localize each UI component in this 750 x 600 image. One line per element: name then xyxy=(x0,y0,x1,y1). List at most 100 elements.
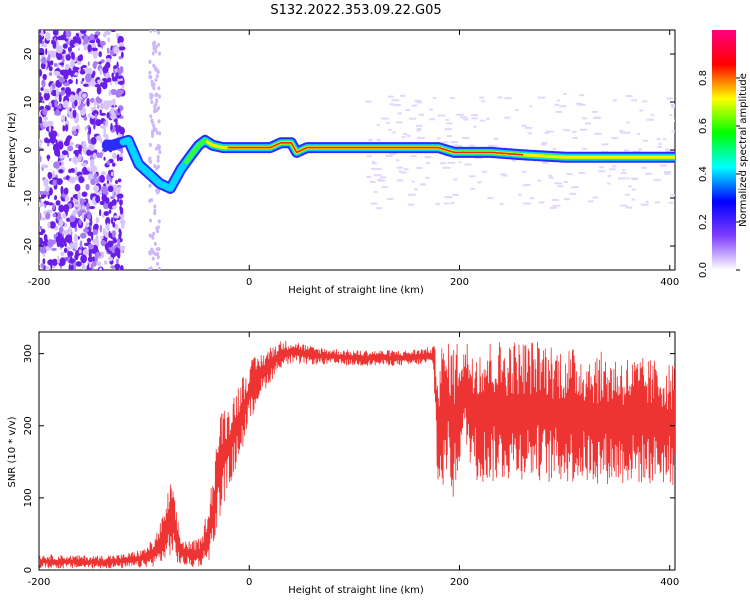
spectrogram-noise-mark xyxy=(59,62,65,66)
spectrogram-noise-mark xyxy=(110,88,117,96)
spectrogram-noise-mark xyxy=(63,187,69,195)
spectrogram-noise-mark xyxy=(99,200,105,206)
spectrogram-noise-mark xyxy=(157,145,161,150)
spectrogram-faint-mark xyxy=(537,179,542,182)
spectrogram-noise-mark xyxy=(72,109,77,119)
spectrogram-noise-mark xyxy=(73,209,78,214)
spectrogram-noise-mark xyxy=(59,257,66,266)
spectrogram-noise-mark xyxy=(39,231,44,236)
spectrogram-noise-mark xyxy=(75,261,82,267)
spectrogram-noise-mark xyxy=(72,156,79,164)
spectrogram-faint-mark xyxy=(373,174,382,177)
spectrogram-noise-mark xyxy=(91,261,97,267)
spectrogram-faint-mark xyxy=(556,99,560,102)
spectrogram-noise-mark xyxy=(80,80,84,85)
spectrogram-noise-mark xyxy=(82,228,90,233)
spectrogram-noise-mark xyxy=(68,157,72,162)
spectrogram-faint-mark xyxy=(544,131,550,134)
spectrogram-noise-mark xyxy=(84,67,89,73)
spectrogram-noise-mark xyxy=(78,153,82,162)
spectrogram-noise-mark xyxy=(51,247,57,252)
spectrogram-noise-mark xyxy=(115,72,119,77)
spectrogram-noise-mark xyxy=(42,97,46,105)
top-y-tick-label: 20 xyxy=(23,48,34,61)
spectrogram-noise-mark xyxy=(154,77,158,82)
colorbar-strip xyxy=(712,30,736,270)
spectrogram-faint-mark xyxy=(493,137,499,140)
spectrogram-faint-mark xyxy=(399,94,406,97)
spectrogram-faint-mark xyxy=(620,131,627,134)
spectrogram-faint-mark xyxy=(428,108,433,111)
spectrogram-noise-mark xyxy=(39,111,41,117)
spectrogram-noise-mark xyxy=(39,153,41,163)
spectrogram-faint-mark xyxy=(625,206,633,209)
spectrogram-noise-mark xyxy=(151,51,155,56)
spectrogram-noise-mark xyxy=(150,118,154,123)
spectrogram-noise-mark xyxy=(93,122,96,130)
top-x-axis-label: Height of straight line (km) xyxy=(288,285,424,296)
spectrogram-faint-mark xyxy=(546,130,554,133)
spectrogram-faint-mark xyxy=(477,181,482,184)
spectrogram-faint-mark xyxy=(559,105,567,108)
spectrogram-faint-mark xyxy=(369,180,376,183)
spectrogram-noise-mark xyxy=(100,171,106,176)
spectrogram-noise-mark xyxy=(153,241,157,246)
spectrogram-noise-mark xyxy=(50,130,57,138)
spectrogram-faint-mark xyxy=(563,180,568,183)
spectrogram-noise-mark xyxy=(89,261,92,269)
spectrogram-faint-mark xyxy=(659,164,667,167)
spectrogram-faint-mark xyxy=(642,100,648,103)
spectrogram-faint-mark xyxy=(671,130,675,133)
spectrogram-noise-mark xyxy=(156,155,160,160)
spectrogram-noise-mark xyxy=(156,69,160,74)
spectrogram-faint-mark xyxy=(581,147,587,150)
spectrogram-noise-mark xyxy=(113,65,118,69)
spectrogram-noise-mark xyxy=(85,221,90,228)
spectrogram-noise-mark xyxy=(64,124,69,132)
spectrogram-noise-mark xyxy=(92,62,97,69)
spectrogram-noise-mark xyxy=(56,148,61,158)
spectrogram-noise-mark xyxy=(96,151,100,159)
spectrogram-noise-mark xyxy=(106,112,110,119)
spectrogram-noise-mark xyxy=(60,87,66,91)
spectrogram-noise-mark xyxy=(95,119,102,127)
spectrogram-faint-mark xyxy=(469,144,475,147)
spectrogram-noise-mark xyxy=(41,164,49,169)
spectrogram-noise-mark xyxy=(85,73,92,83)
spectrogram-noise-mark xyxy=(107,77,112,83)
spectrogram-noise-mark xyxy=(87,44,92,53)
spectrogram-noise-mark xyxy=(100,239,106,246)
spectrogram-noise-mark xyxy=(69,94,75,103)
spectrogram-faint-mark xyxy=(416,166,423,169)
spectrogram-noise-mark xyxy=(66,235,73,244)
spectrogram-noise-mark xyxy=(112,238,118,244)
spectrogram-faint-mark xyxy=(566,173,573,176)
spectrogram-noise-mark xyxy=(58,104,62,110)
spectrogram-noise-mark xyxy=(158,94,162,99)
spectrogram-faint-mark xyxy=(445,118,449,121)
spectrogram-faint-mark xyxy=(541,143,547,146)
spectrogram-noise-mark xyxy=(95,216,100,224)
spectrogram-noise-mark xyxy=(73,241,78,250)
spectrogram-noise-mark xyxy=(54,194,58,201)
spectrogram-noise-mark xyxy=(154,146,158,151)
spectrogram-noise-mark xyxy=(79,240,83,250)
spectrogram-noise-mark xyxy=(153,163,157,168)
spectrogram-noise-mark xyxy=(110,216,114,225)
spectrogram-noise-mark xyxy=(118,133,123,138)
top-x-tick-label: 200 xyxy=(450,277,469,288)
spectrogram-faint-mark xyxy=(474,157,483,160)
spectrogram-faint-mark xyxy=(385,154,394,157)
spectrogram-noise-mark xyxy=(88,243,94,250)
spectrogram-faint-mark xyxy=(626,177,630,180)
spectrogram-noise-mark xyxy=(91,47,98,52)
spectrogram-faint-mark xyxy=(607,175,611,178)
spectrogram-noise-mark xyxy=(110,107,114,115)
spectrogram-faint-mark xyxy=(656,138,661,141)
spectrogram-noise-mark xyxy=(77,191,81,201)
spectrogram-noise-mark xyxy=(112,98,116,104)
top-x-axis-ticks: -200 0 200 400 xyxy=(28,30,679,288)
spectrogram-faint-mark xyxy=(444,196,453,199)
spectrogram-noise-mark xyxy=(150,79,154,84)
